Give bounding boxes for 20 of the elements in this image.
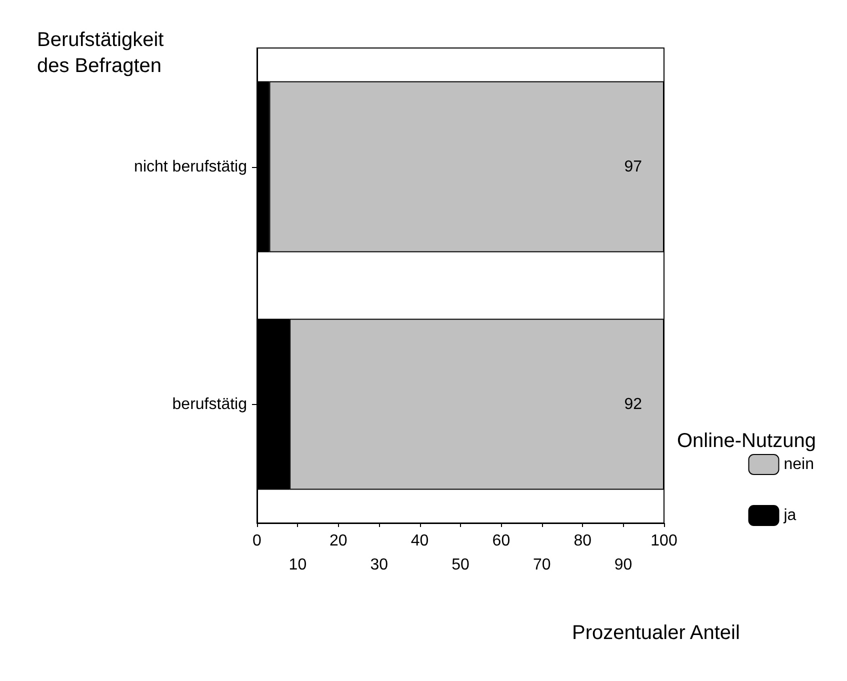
x2-tick-label: 90 [614, 556, 632, 574]
x-tick-label: 80 [574, 532, 592, 550]
x2-tick-label: 10 [288, 556, 307, 574]
x-tick-label: 60 [492, 532, 510, 550]
y-tick-label: nicht berufstätig [134, 158, 247, 176]
legend-label: ja [782, 507, 796, 524]
data-label: 92 [624, 396, 642, 413]
legend-title: Online-Nutzung [677, 430, 816, 452]
x-tick-label: 100 [650, 532, 678, 550]
x-tick-label: 40 [410, 532, 429, 550]
x2-tick-label: 70 [533, 556, 551, 574]
x-axis-title: Prozentualer Anteil [572, 622, 740, 644]
data-label: 97 [624, 158, 642, 176]
y-tick-label: berufstätig [172, 396, 247, 413]
y-axis-title: Berufstätigkeit des Befragten [37, 29, 164, 77]
x-tick-label: 0 [252, 532, 262, 550]
x2-tick-label: 50 [452, 556, 470, 574]
legend-label: nein [784, 456, 814, 473]
x-tick-label: 20 [330, 532, 348, 550]
x2-tick-label: 30 [370, 556, 388, 574]
